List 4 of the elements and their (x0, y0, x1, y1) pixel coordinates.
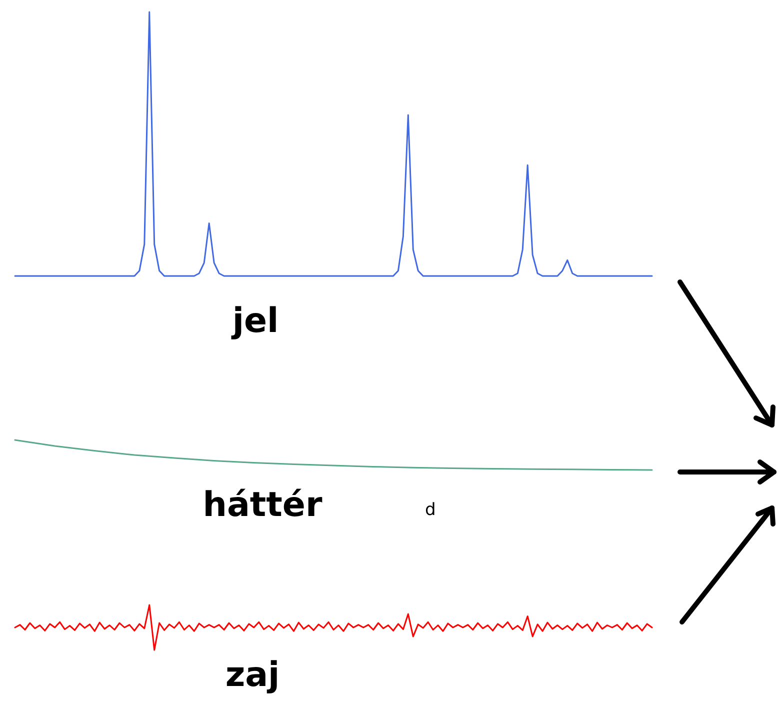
text: zaj (225, 654, 280, 695)
text: d (425, 500, 436, 520)
text: háttér (202, 484, 322, 525)
text: jel (230, 300, 279, 341)
